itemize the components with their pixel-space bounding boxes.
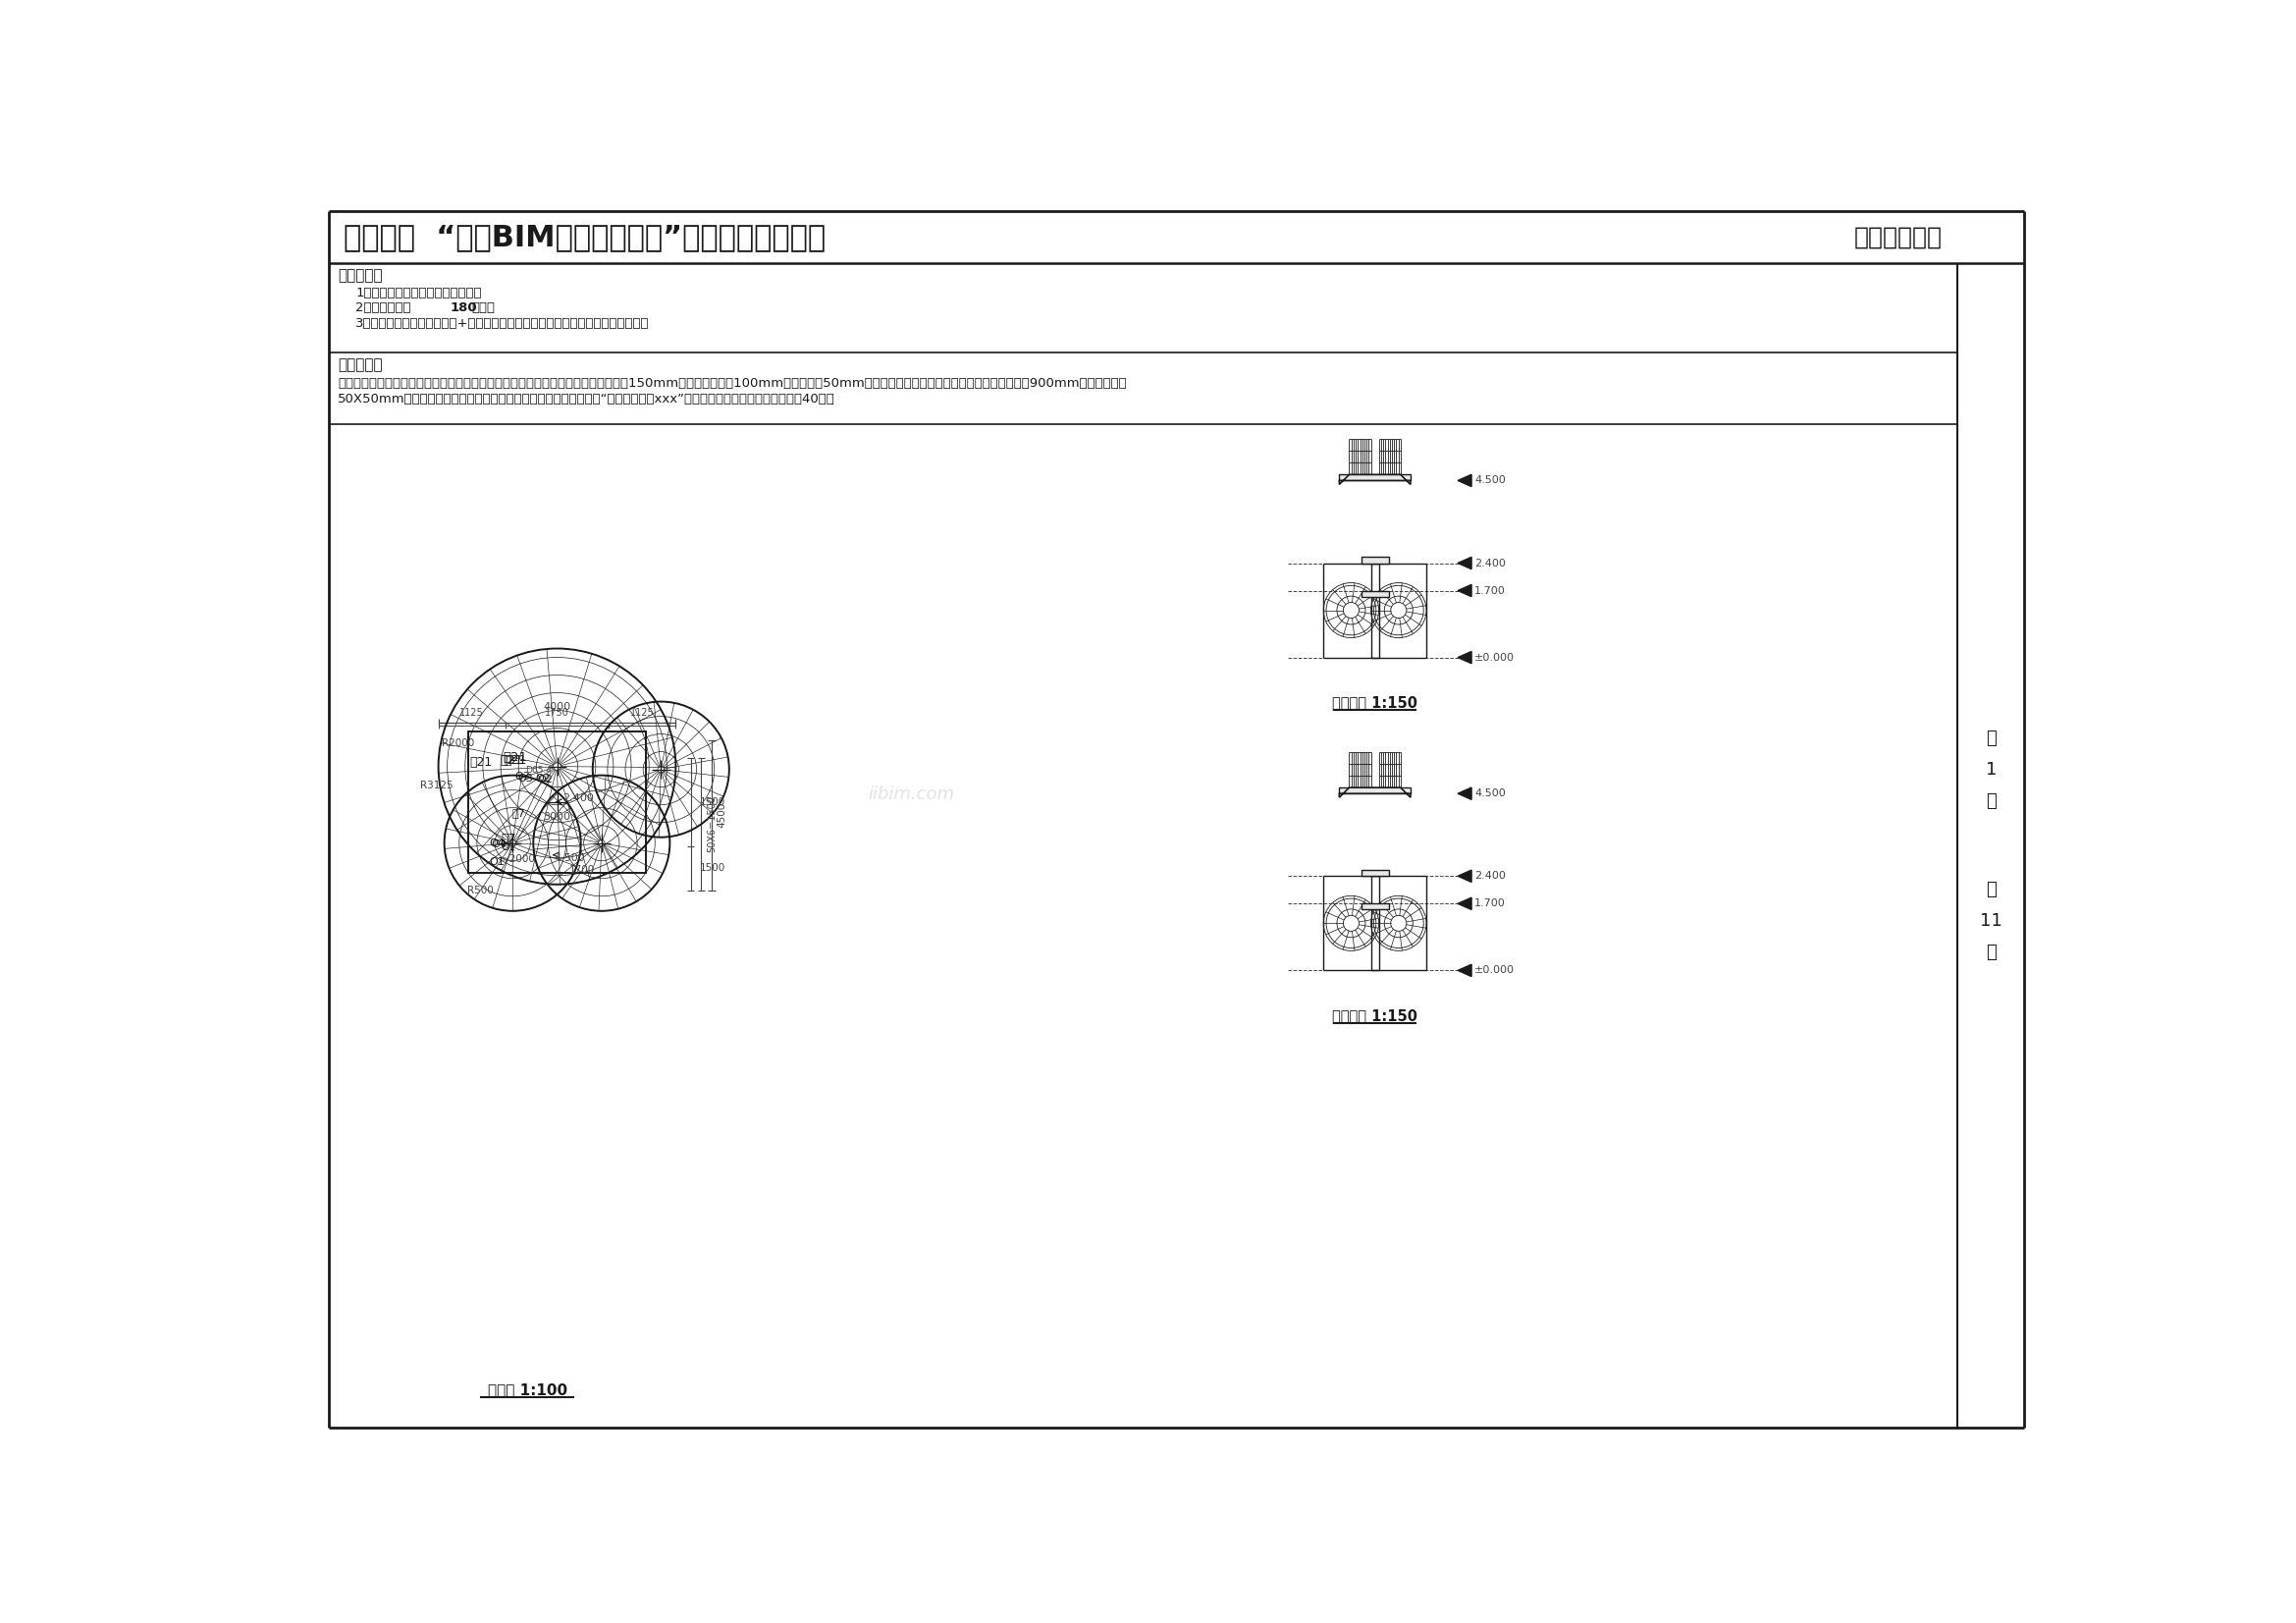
Text: 共
11
页: 共 11 页 xyxy=(1979,881,2002,961)
Text: O2: O2 xyxy=(537,774,553,784)
Text: 1.700: 1.700 xyxy=(1474,586,1506,596)
Text: 丗7: 丗7 xyxy=(501,833,517,846)
Bar xyxy=(1339,474,1410,480)
Text: 1700: 1700 xyxy=(569,865,595,875)
Polygon shape xyxy=(1458,584,1472,597)
Text: 両21: 両21 xyxy=(501,755,523,766)
Text: 3000: 3000 xyxy=(544,812,572,823)
Text: 西立面图 1:150: 西立面图 1:150 xyxy=(1332,1008,1417,1022)
Bar xyxy=(468,730,645,873)
Text: O3: O3 xyxy=(519,774,533,784)
Polygon shape xyxy=(1458,651,1472,664)
Polygon shape xyxy=(1458,898,1472,909)
Text: 上21: 上21 xyxy=(503,755,526,766)
Text: R2000: R2000 xyxy=(441,738,473,748)
Polygon shape xyxy=(1458,787,1472,800)
Text: 丗7: 丗7 xyxy=(512,808,526,818)
Text: 分钟；: 分钟； xyxy=(473,302,496,315)
Text: R3125: R3125 xyxy=(420,781,455,790)
Polygon shape xyxy=(1339,474,1410,485)
Text: 第十三期  “全国BIM技能等级考试”二级（建筑）试题: 第十三期 “全国BIM技能等级考试”二级（建筑）试题 xyxy=(344,222,827,252)
Text: 2.400: 2.400 xyxy=(1474,872,1506,881)
Polygon shape xyxy=(1458,870,1472,883)
Text: ±0.000: ±0.000 xyxy=(1474,966,1515,975)
Text: 2、考试时间为: 2、考试时间为 xyxy=(356,302,411,315)
Text: D65.4: D65.4 xyxy=(526,766,551,774)
Text: 1500: 1500 xyxy=(700,863,726,873)
Text: 50X6=1500: 50X6=1500 xyxy=(707,795,716,852)
Bar xyxy=(1362,557,1389,563)
Text: 中国图学学会: 中国图学学会 xyxy=(1855,226,1942,248)
Text: iibim.com: iibim.com xyxy=(868,786,955,803)
Text: O3: O3 xyxy=(514,771,530,781)
Text: 1.700: 1.700 xyxy=(1474,899,1506,909)
Polygon shape xyxy=(1458,557,1472,570)
Text: 1125: 1125 xyxy=(459,708,484,717)
Text: ±0.000: ±0.000 xyxy=(1474,652,1515,662)
Text: 考试要求：: 考试要求： xyxy=(338,268,383,282)
Bar xyxy=(1362,904,1389,909)
Text: 1500: 1500 xyxy=(700,797,726,807)
Text: 2.400: 2.400 xyxy=(1474,558,1506,568)
Text: 3、新建文件夹（以准考证号+姓名命名），用于存放本次考试中生成的全部文件。: 3、新建文件夹（以准考证号+姓名命名），用于存放本次考试中生成的全部文件。 xyxy=(356,316,650,329)
Text: O4: O4 xyxy=(491,839,507,849)
Text: 1125: 1125 xyxy=(629,708,654,717)
Text: R500: R500 xyxy=(466,886,494,896)
Polygon shape xyxy=(1339,787,1410,797)
Text: 北立面图 1:150: 北立面图 1:150 xyxy=(1332,695,1417,711)
Text: 4000: 4000 xyxy=(544,701,572,711)
Text: 平面图 1:100: 平面图 1:100 xyxy=(487,1383,567,1397)
Text: O1: O1 xyxy=(501,842,517,852)
Text: 両21: 両21 xyxy=(503,751,528,764)
Text: O1: O1 xyxy=(489,857,505,867)
Text: 1750: 1750 xyxy=(544,708,569,717)
Bar xyxy=(1362,591,1389,597)
Text: 4.500: 4.500 xyxy=(1474,789,1506,799)
Polygon shape xyxy=(1458,964,1472,977)
Text: 第
1
页: 第 1 页 xyxy=(1986,729,1998,810)
Text: 4.500: 4.500 xyxy=(553,854,585,863)
Text: 4.500: 4.500 xyxy=(1474,476,1506,485)
Bar xyxy=(1339,787,1410,794)
Polygon shape xyxy=(1458,474,1472,487)
Bar xyxy=(1362,870,1389,876)
Text: O2: O2 xyxy=(535,773,551,784)
Text: 试题部分：: 试题部分： xyxy=(338,357,383,372)
Text: 4500: 4500 xyxy=(716,802,728,828)
Text: 一、请根据给定的投影图及尺寸绘制艺术旋转楼梯模型，其中，梯段与平台厚度均为150mm，踢面高度均为100mm，踏板厚度50mm，梯段宽度如图所示。楼梯扶手和平台: 一、请根据给定的投影图及尺寸绘制艺术旋转楼梯模型，其中，梯段与平台厚度均为150… xyxy=(338,378,1127,390)
Text: ≈2000: ≈2000 xyxy=(501,854,535,863)
Text: 両21: 両21 xyxy=(471,756,491,769)
Text: 1、考试方式：计算机操作，闭卷；: 1、考试方式：计算机操作，闭卷； xyxy=(356,287,482,299)
Text: O4: O4 xyxy=(489,839,505,849)
Text: 180: 180 xyxy=(450,302,478,315)
Text: 50X50mm矩形。未作标注和说明的尺寸自行定义。请将模型文件以“艺术楼梯模型xxx”为文件名保存到考生文件夹中。（40分）: 50X50mm矩形。未作标注和说明的尺寸自行定义。请将模型文件以“艺术楼梯模型x… xyxy=(338,393,836,406)
Text: 2.400: 2.400 xyxy=(563,794,595,803)
